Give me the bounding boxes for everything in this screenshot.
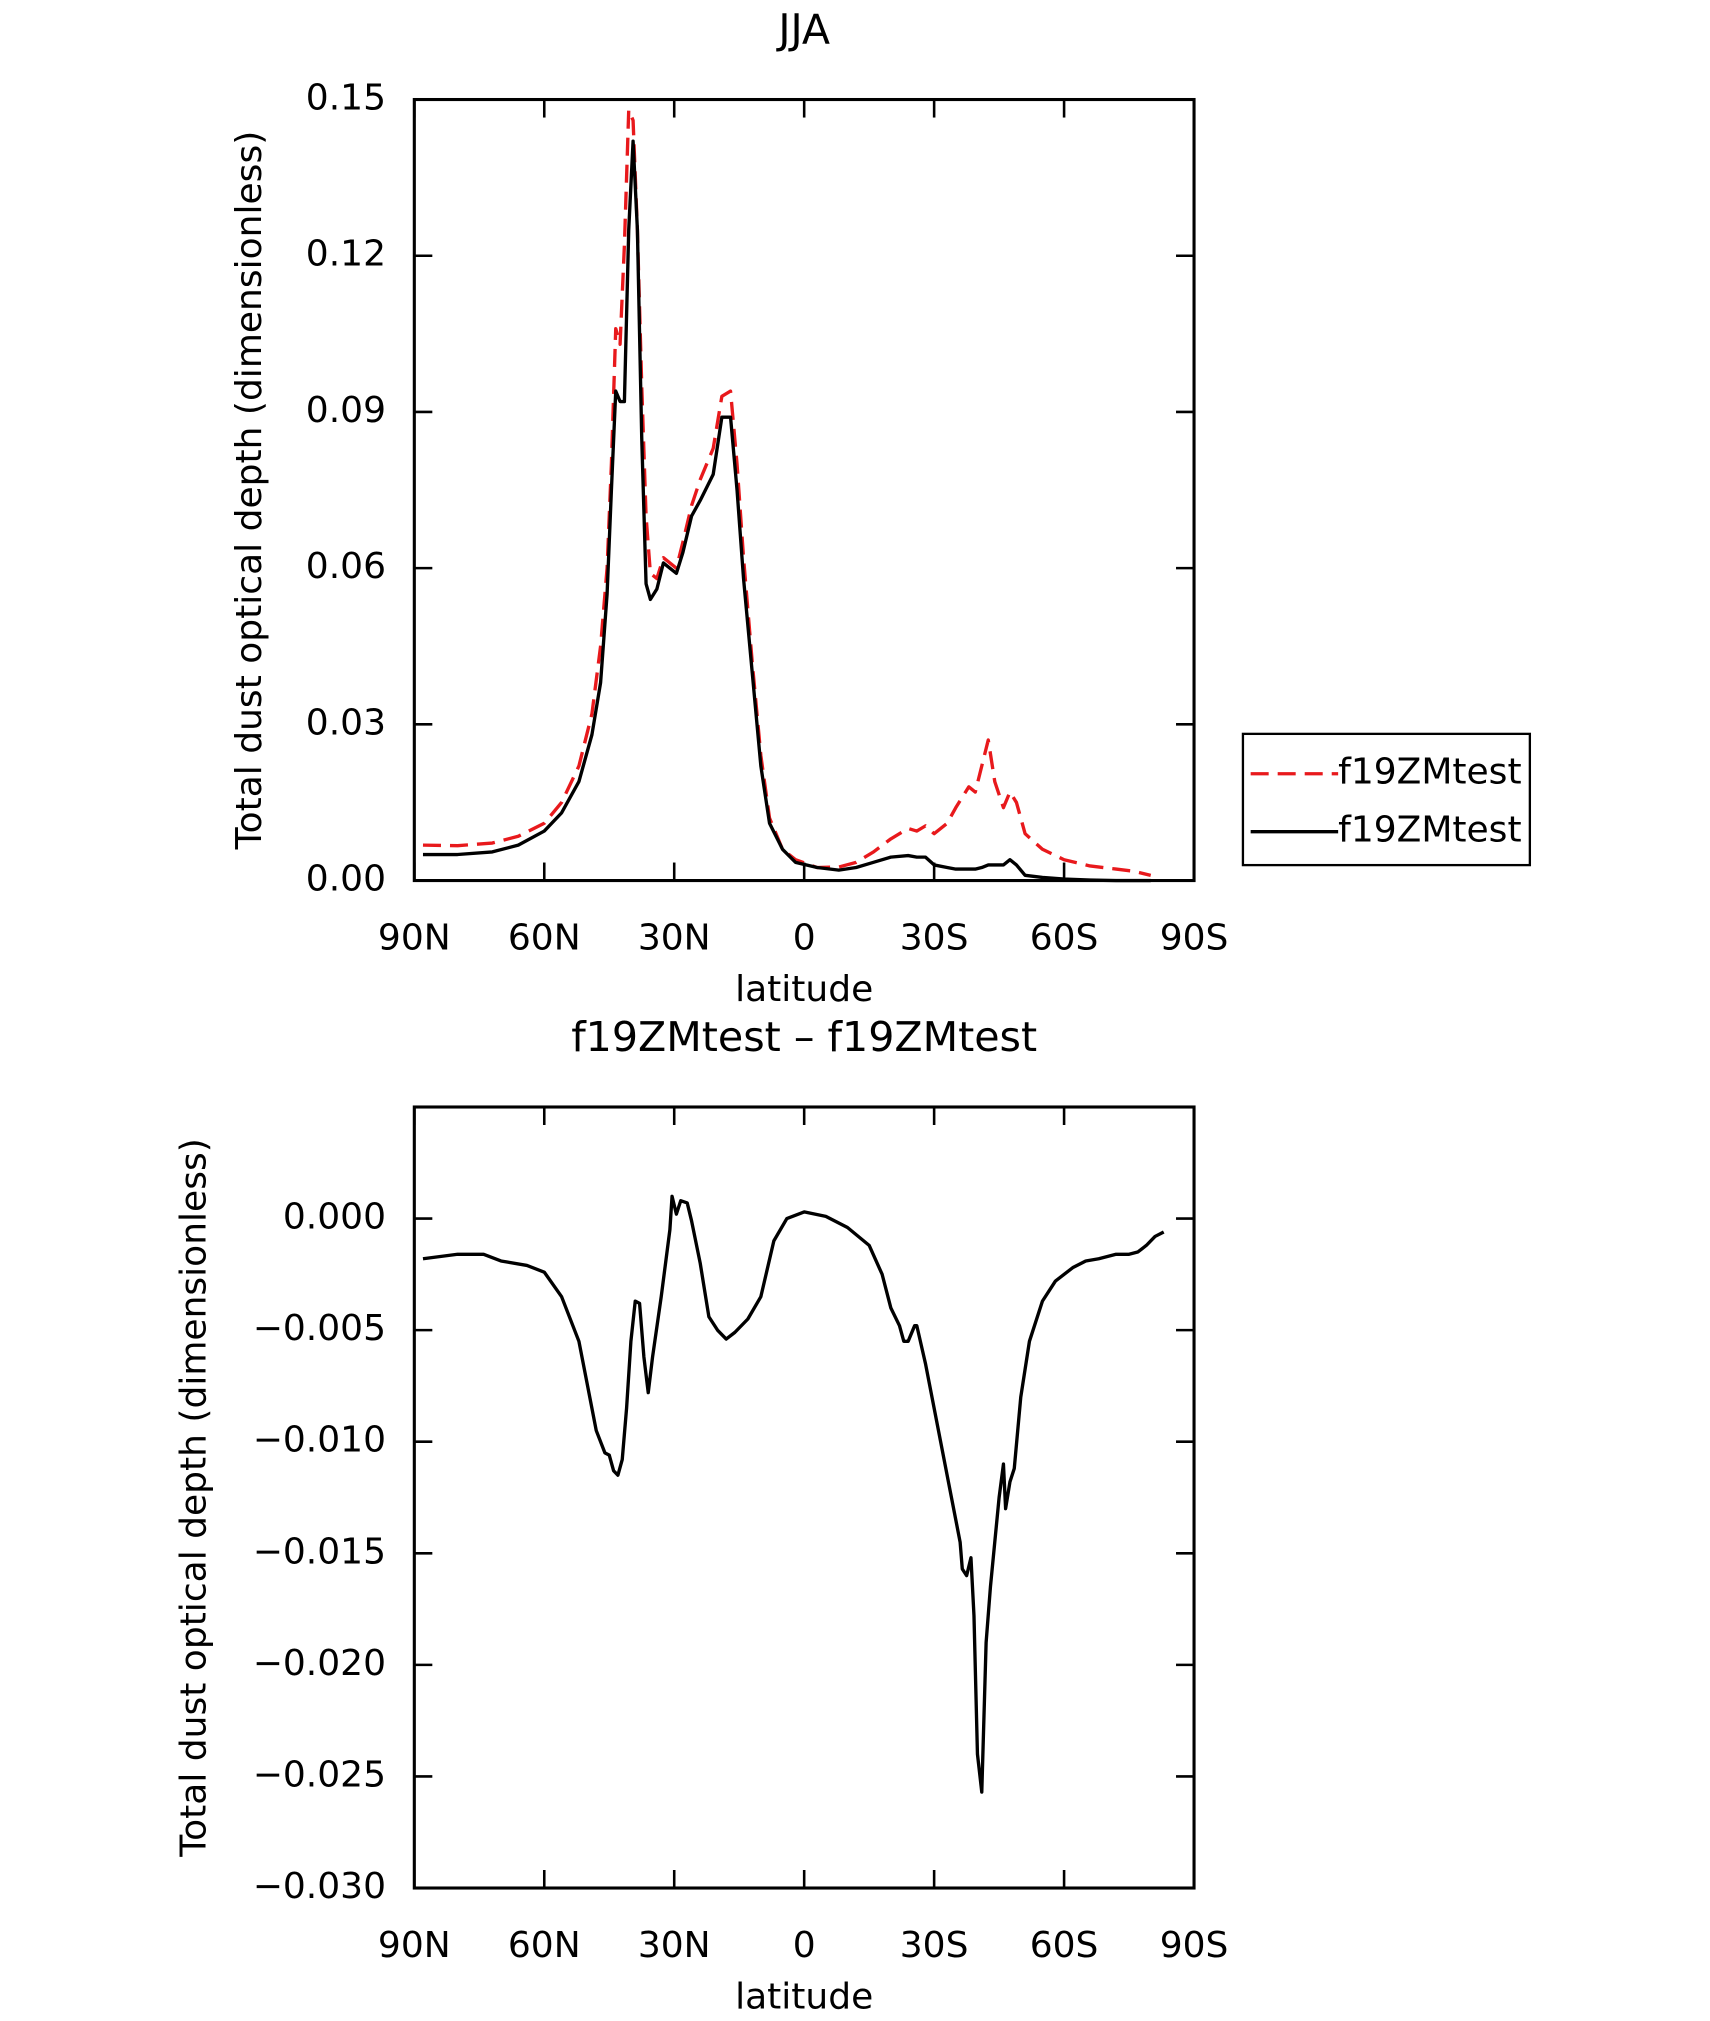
plot-frame <box>412 1105 1196 1890</box>
y-axis-label: Total dust optical depth (dimensionless) <box>174 1138 215 1858</box>
x-tick-label: 30N <box>638 918 711 959</box>
y-tick-label: −0.010 <box>253 1420 386 1461</box>
y-tick-label: 0.03 <box>306 702 386 743</box>
x-tick-label: 90N <box>378 1925 451 1966</box>
plot-frame <box>412 97 1196 883</box>
legend-label: f19ZMtest <box>1338 752 1521 793</box>
x-axis-label: latitude <box>735 969 873 1010</box>
y-tick-label: −0.030 <box>253 1866 386 1907</box>
x-tick-label: 60N <box>508 918 581 959</box>
y-tick-label: 0.12 <box>306 234 386 275</box>
y-tick-label: 0.09 <box>306 390 386 431</box>
y-tick-label: −0.020 <box>253 1643 386 1684</box>
y-tick-label: −0.005 <box>253 1308 386 1349</box>
chart-title: JJA <box>775 6 830 54</box>
chart-title: f19ZMtest – f19ZMtest <box>571 1013 1037 1061</box>
y-tick-label: 0.00 <box>306 859 386 900</box>
x-tick-label: 60S <box>1030 1925 1099 1966</box>
legend-box <box>1241 732 1532 867</box>
x-tick-label: 60S <box>1030 918 1099 959</box>
x-tick-label: 90S <box>1160 918 1229 959</box>
x-tick-label: 30S <box>900 1925 969 1966</box>
x-tick-label: 0 <box>793 1925 816 1966</box>
series-line <box>422 139 1151 883</box>
series-line <box>422 1194 1165 1794</box>
series-line <box>422 108 1152 877</box>
y-tick-label: 0.15 <box>306 78 386 119</box>
x-tick-label: 30S <box>900 918 969 959</box>
x-axis-label: latitude <box>735 1977 873 2018</box>
y-tick-label: 0.000 <box>283 1197 386 1238</box>
x-tick-label: 30N <box>638 1925 711 1966</box>
x-tick-label: 90S <box>1160 1925 1229 1966</box>
y-tick-label: 0.06 <box>306 546 386 587</box>
y-tick-label: −0.025 <box>253 1754 386 1795</box>
x-tick-label: 60N <box>508 1925 581 1966</box>
x-tick-label: 90N <box>378 918 451 959</box>
y-axis-label: Total dust optical depth (dimensionless) <box>229 131 270 851</box>
x-tick-label: 0 <box>793 918 816 959</box>
y-tick-label: −0.015 <box>253 1531 386 1572</box>
legend-label: f19ZMtest <box>1338 810 1521 851</box>
